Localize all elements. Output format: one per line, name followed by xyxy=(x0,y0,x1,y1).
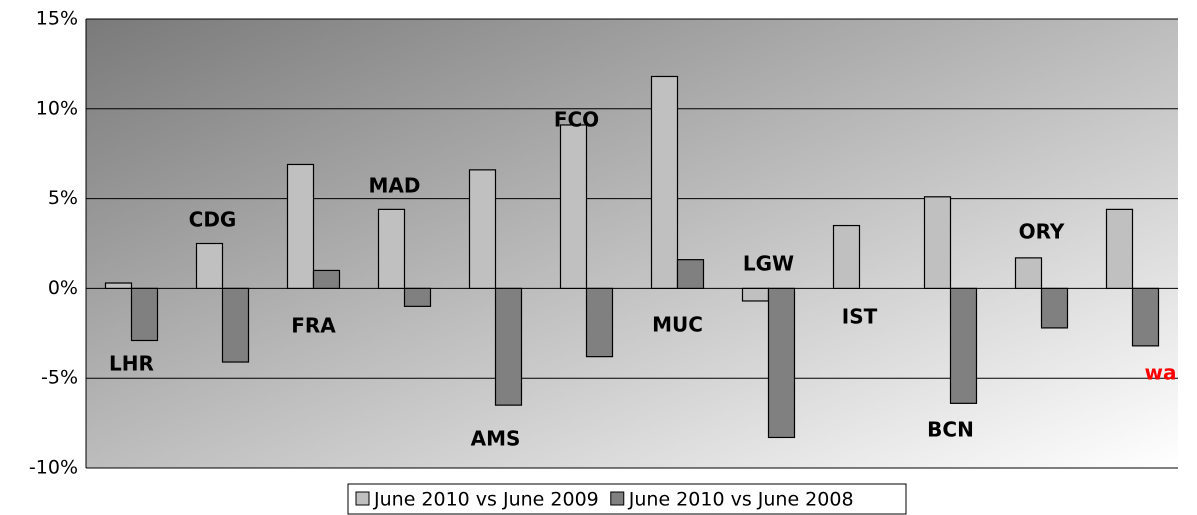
category-label: ORY xyxy=(1019,220,1065,244)
bar xyxy=(741,287,770,302)
category-label: LHR xyxy=(109,352,154,376)
bar xyxy=(585,287,614,358)
bar xyxy=(104,282,133,289)
plot-area xyxy=(86,19,1178,468)
category-label: AMS xyxy=(471,427,521,451)
category-label: FCO xyxy=(554,108,599,132)
category-label: MUC xyxy=(652,313,703,337)
bar xyxy=(195,242,224,290)
bar xyxy=(403,287,432,307)
category-label: LGW xyxy=(743,252,794,276)
legend-label: June 2010 vs June 2009 xyxy=(373,489,599,511)
bar xyxy=(832,224,861,289)
legend-label: June 2010 vs June 2008 xyxy=(628,489,854,511)
legend-swatch xyxy=(610,491,625,506)
bar xyxy=(676,259,705,290)
category-label: IST xyxy=(842,305,878,329)
bar xyxy=(767,287,796,439)
bar xyxy=(1131,287,1160,347)
y-tick-label: 5% xyxy=(48,187,78,209)
bar xyxy=(377,208,406,290)
legend xyxy=(347,483,907,515)
bar xyxy=(221,287,250,363)
category-label: MAD xyxy=(369,174,421,198)
category-label: BCN xyxy=(927,418,974,442)
legend-swatch xyxy=(355,491,370,506)
bar xyxy=(1014,257,1043,290)
bar xyxy=(923,196,952,290)
bar xyxy=(312,269,341,290)
bar xyxy=(130,287,159,342)
y-tick-label: -10% xyxy=(29,457,78,479)
bar xyxy=(1040,287,1069,329)
bar xyxy=(650,75,679,289)
bar xyxy=(559,124,588,290)
y-tick-label: 15% xyxy=(36,8,78,30)
bar xyxy=(468,169,497,290)
y-tick-label: 0% xyxy=(48,277,78,299)
bar xyxy=(286,163,315,290)
bar xyxy=(949,287,978,404)
category-label: CDG xyxy=(189,208,237,232)
category-label: FRA xyxy=(291,314,336,338)
bar xyxy=(1105,208,1134,290)
y-tick-label: -5% xyxy=(41,367,78,389)
category-label: wa xyxy=(1145,361,1177,385)
bar xyxy=(494,287,523,406)
y-tick-label: 10% xyxy=(36,97,78,119)
